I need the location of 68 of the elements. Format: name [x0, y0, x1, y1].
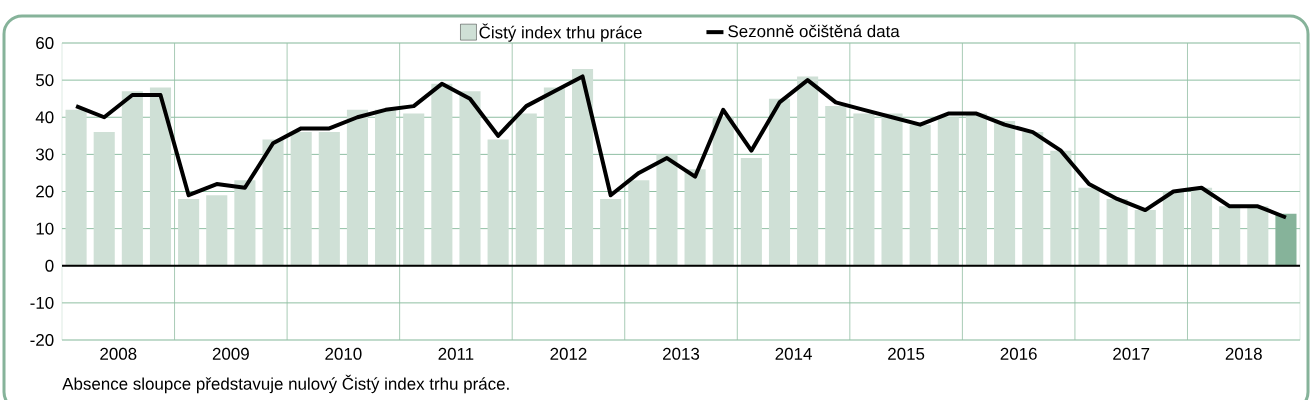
bar [853, 113, 875, 266]
y-tick-label: 10 [36, 222, 54, 235]
y-tick-label: 40 [35, 111, 54, 124]
bar [1247, 206, 1269, 266]
bar [600, 198, 622, 266]
bar [1162, 191, 1184, 266]
bar [487, 139, 509, 266]
line-series [74, 74, 1288, 220]
legend-label: Čistý index trhu práce [479, 23, 642, 42]
bar [994, 120, 1016, 266]
bar [656, 154, 678, 266]
bar [65, 109, 87, 266]
bar [965, 113, 987, 266]
bar [459, 91, 481, 266]
bar [937, 117, 959, 266]
y-tick-label: 0 [45, 259, 54, 272]
bar [825, 106, 847, 266]
bar [909, 124, 931, 266]
x-tick-label: 2012 [550, 347, 587, 360]
bar [1106, 198, 1128, 266]
bar [684, 169, 706, 266]
bar [628, 180, 650, 266]
bar [1134, 210, 1156, 266]
y-tick-label: -10 [30, 296, 54, 309]
bar [1190, 187, 1213, 266]
legend-label: Sezonně očištěná data [728, 24, 900, 38]
y-tick-label: 60 [36, 37, 54, 49]
bar [1219, 206, 1241, 266]
x-tick-label: 2018 [1225, 347, 1262, 360]
x-tick-label: 2010 [325, 347, 362, 360]
bar [121, 91, 143, 266]
bar [571, 68, 594, 266]
bar [712, 117, 734, 266]
x-tick-label: 2013 [663, 347, 700, 360]
bar [431, 83, 453, 266]
text: Absence sloupce představuje nulový Čistý index trhu práce. [62, 374, 509, 394]
x-tick-label: 2016 [1000, 347, 1037, 360]
bar [1078, 187, 1100, 266]
bar [740, 158, 762, 266]
bar [1022, 132, 1044, 266]
bar [262, 139, 284, 266]
bar [768, 98, 791, 266]
x-tick-label: 2009 [212, 347, 249, 360]
bar [1275, 213, 1297, 266]
bar [1050, 150, 1072, 266]
bar [515, 113, 537, 266]
x-tick-label: 2015 [888, 347, 925, 360]
bar [881, 113, 903, 266]
y-tick-label: 50 [36, 74, 54, 87]
bar [797, 76, 819, 266]
bar [149, 87, 172, 266]
x-tick-label: 2008 [100, 347, 137, 360]
bar [543, 87, 565, 266]
bar [290, 132, 312, 266]
bar [403, 113, 425, 266]
bar [206, 195, 228, 266]
y-tick-label: -20 [30, 334, 54, 346]
x-tick-label: 2017 [1113, 347, 1150, 360]
bar [318, 132, 340, 266]
bar [178, 198, 200, 266]
y-tick-label: 20 [36, 185, 54, 198]
bar [346, 109, 368, 266]
bar [375, 109, 397, 266]
y-tick-label: 30 [35, 148, 54, 161]
bar [234, 180, 256, 266]
x-tick-label: 2011 [438, 347, 474, 360]
bar [93, 132, 115, 266]
x-tick-label: 2014 [775, 347, 812, 360]
